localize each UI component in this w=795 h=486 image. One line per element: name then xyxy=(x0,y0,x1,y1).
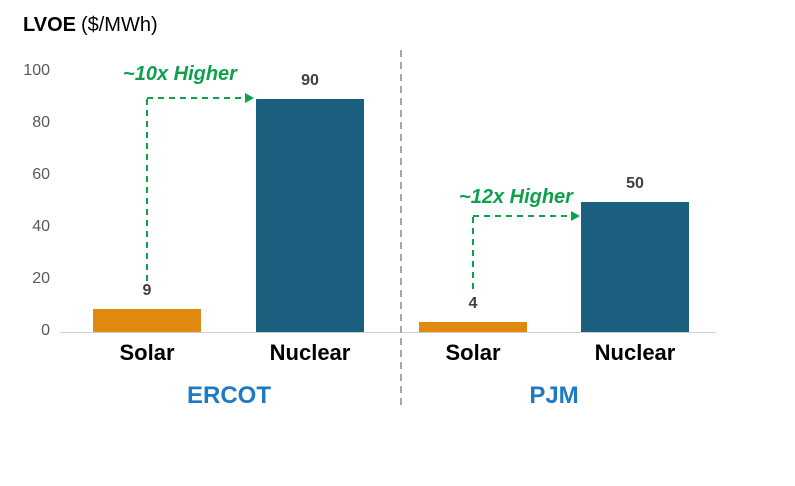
group-label-ercot: ERCOT xyxy=(187,382,271,409)
bar-slot-pjm-solar: 4 xyxy=(419,72,527,332)
value-label-pjm-nuclear: 50 xyxy=(626,175,644,192)
value-label-ercot-nuclear: 90 xyxy=(301,72,319,89)
y-tick-80: 80 xyxy=(32,114,50,131)
plot-area: 9 90 4 50 xyxy=(60,72,716,333)
y-tick-0: 0 xyxy=(41,322,50,339)
bar-pjm-nuclear xyxy=(581,202,689,332)
y-tick-100: 100 xyxy=(23,62,50,79)
bar-slot-ercot-nuclear: 90 xyxy=(256,72,364,332)
bar-slot-pjm-nuclear: 50 xyxy=(581,72,689,332)
arrowhead-icon-pjm xyxy=(571,211,580,221)
y-tick-20: 20 xyxy=(32,270,50,287)
bar-slot-ercot-solar: 9 xyxy=(93,72,201,332)
cat-label-ercot-nuclear: Nuclear xyxy=(269,340,351,365)
y-tick-60: 60 xyxy=(32,166,50,183)
annotation-ercot-10x: ~10x Higher xyxy=(123,63,237,85)
bar-ercot-nuclear xyxy=(256,99,364,332)
value-label-pjm-solar: 4 xyxy=(468,294,478,312)
bar-pjm-solar xyxy=(419,321,527,332)
chart-title-unit: ($/MWh) xyxy=(80,14,158,36)
group-label-pjm: PJM xyxy=(529,382,579,409)
bar-ercot-solar xyxy=(93,308,201,332)
arrow-line-horizontal-pjm xyxy=(473,215,571,217)
arrow-line-horizontal-ercot xyxy=(147,97,245,99)
arrow-line-vertical-ercot xyxy=(146,99,148,283)
chart-title-acronym: LVOE xyxy=(23,14,76,36)
value-label-ercot-solar: 9 xyxy=(142,281,152,299)
arrowhead-icon-ercot xyxy=(245,93,254,103)
y-tick-40: 40 xyxy=(32,218,50,235)
cat-label-pjm-nuclear: Nuclear xyxy=(594,340,676,365)
group-divider-line xyxy=(400,50,402,408)
cat-label-ercot-solar: Solar xyxy=(119,340,175,365)
arrow-line-vertical-pjm xyxy=(472,217,474,291)
chart-title: LVOE ($/MWh) xyxy=(23,14,158,37)
cat-label-pjm-solar: Solar xyxy=(445,340,501,365)
annotation-pjm-12x: ~12x Higher xyxy=(459,186,573,208)
